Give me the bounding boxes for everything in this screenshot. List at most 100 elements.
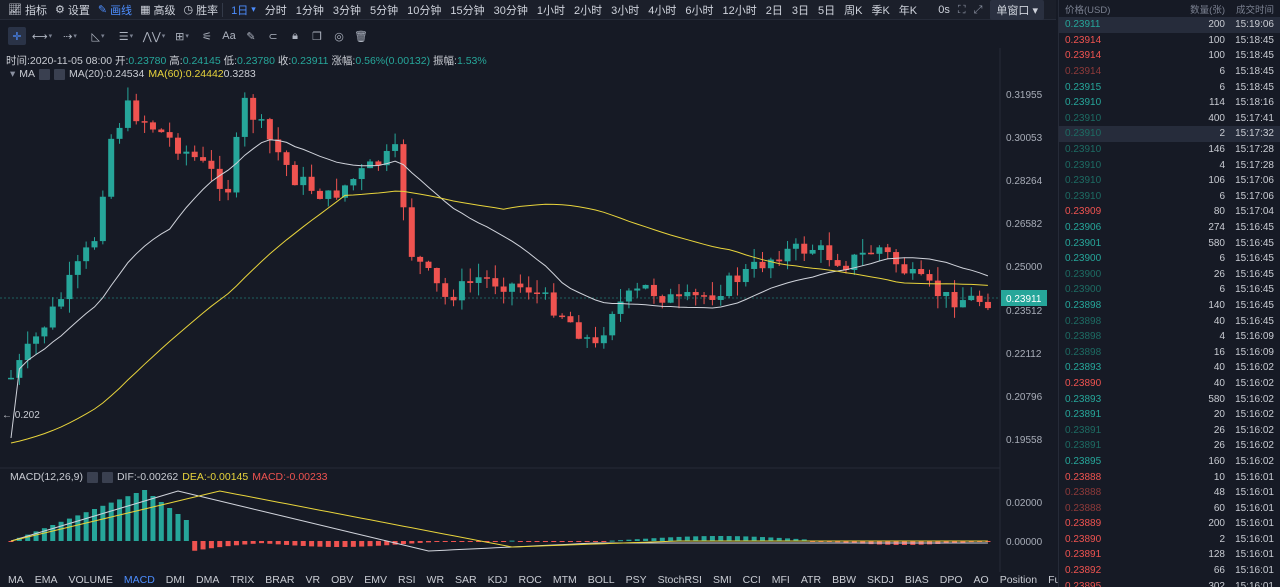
brush-tool-icon[interactable]: ✎ <box>246 30 256 43</box>
grid-tool-icon[interactable]: ⊞ ▾ <box>175 30 189 43</box>
indicator-tab-23[interactable]: ATR <box>800 573 822 586</box>
indicator-tab-28[interactable]: AO <box>973 573 989 586</box>
trade-qty: 4 <box>1219 331 1225 343</box>
menu-item-4[interactable]: ◷ 胜率 <box>183 2 218 18</box>
indicator-tab-4[interactable]: DMI <box>165 573 186 586</box>
indicator-tab-9[interactable]: OBV <box>331 573 354 586</box>
interval-0[interactable]: 1日 <box>231 4 249 17</box>
trade-time: 15:16:02 <box>1235 393 1274 405</box>
interval-4[interactable]: 5分钟 <box>369 4 399 17</box>
trade-qty: 140 <box>1208 299 1225 311</box>
indicator-tab-11[interactable]: RSI <box>398 573 416 586</box>
interval-18[interactable]: 季K <box>871 4 890 17</box>
collapse-icon[interactable]: ▾ <box>10 68 16 80</box>
candle-body <box>99 196 106 242</box>
indicator-tab-19[interactable]: StochRSI <box>657 573 702 586</box>
window-mode-select[interactable]: 单窗口 ▾ <box>990 0 1044 20</box>
interval-9[interactable]: 2小时 <box>573 4 603 17</box>
menu-item-2[interactable]: ✎ 画线 <box>98 2 132 18</box>
indicator-tab-7[interactable]: BRAR <box>265 573 295 586</box>
line-tool-icon[interactable]: ⟷ ▾ <box>31 30 53 43</box>
macd-histogram-bar <box>25 534 31 541</box>
trade-price: 0.23898 <box>1065 299 1102 311</box>
price-chart[interactable]: 0.31955 0.30053 0.28264 0.26582 0.25000 0.235… <box>0 48 1056 572</box>
interval-16[interactable]: 5日 <box>817 4 836 17</box>
ma-extra-value: 0.3283 <box>223 68 256 80</box>
expand-icon[interactable]: ⤢ <box>973 3 983 16</box>
indicator-tab-12[interactable]: WR <box>426 573 445 586</box>
trade-price: 0.23892 <box>1065 565 1102 577</box>
indicator-tab-0[interactable]: MA <box>8 573 24 586</box>
lock-tool-icon[interactable]: 🔒︎ <box>292 29 298 42</box>
indicator-tab-26[interactable]: BIAS <box>904 573 929 586</box>
interval-3[interactable]: 3分钟 <box>332 4 361 17</box>
trade-price: 0.23891 <box>1065 409 1102 421</box>
trade-time: 15:16:45 <box>1235 284 1274 296</box>
indicator-tab-18[interactable]: PSY <box>625 573 647 586</box>
indicator-tab-16[interactable]: MTM <box>552 573 577 586</box>
candle-body <box>225 188 232 193</box>
parallel-tool-icon[interactable]: ☰ ▾ <box>118 30 134 43</box>
interval-8[interactable]: 1小时 <box>536 4 565 17</box>
trade-row: 0.23891 26 15:16:02 <box>1059 438 1280 454</box>
copy-tool-icon[interactable]: ❐ <box>312 30 322 43</box>
angle-tool-icon[interactable]: ◺ ▾ <box>91 30 105 43</box>
wave-tool-icon[interactable]: ⋀⋁ ▾ <box>142 30 166 43</box>
menu-item-3[interactable]: ▦ 高级 <box>140 2 175 18</box>
menu-item-0[interactable]: 📈︎ 指标 <box>8 2 47 18</box>
macd-close-icon[interactable] <box>101 471 113 483</box>
indicator-tab-1[interactable]: EMA <box>34 573 58 586</box>
interval-13[interactable]: 12小时 <box>722 4 757 17</box>
ma-close-icon[interactable] <box>54 68 66 80</box>
trade-time: 15:17:04 <box>1235 206 1274 218</box>
measure-tool-icon[interactable]: ⚟ <box>202 30 212 43</box>
menu-item-1[interactable]: ⚙ 设置 <box>55 2 90 18</box>
interval-5[interactable]: 10分钟 <box>407 4 442 17</box>
indicator-tab-2[interactable]: VOLUME <box>68 573 113 586</box>
indicator-tab-15[interactable]: ROC <box>518 573 542 586</box>
indicator-tab-3[interactable]: MACD <box>123 573 155 586</box>
indicator-tab-5[interactable]: DMA <box>196 573 220 586</box>
indicator-tab-24[interactable]: BBW <box>832 573 856 586</box>
interval-15[interactable]: 3日 <box>791 4 809 17</box>
indicator-tab-25[interactable]: SKDJ <box>866 573 894 586</box>
indicator-tab-14[interactable]: KDJ <box>487 573 508 586</box>
eye-tool-icon[interactable]: ◎ <box>334 30 344 43</box>
interval-12[interactable]: 6小时 <box>685 4 714 17</box>
interval-10[interactable]: 3小时 <box>611 4 640 17</box>
interval-1[interactable]: 分时 <box>264 4 287 17</box>
ma60-text: MA(60):0.24442 <box>148 68 224 80</box>
ma-settings-icon[interactable] <box>39 68 51 80</box>
interval-14[interactable]: 2日 <box>765 4 783 17</box>
magnet-tool-icon[interactable]: ⊂ <box>268 30 278 43</box>
trades-header: 价格(USD) 数量(张) 成交时间 <box>1059 0 1280 17</box>
indicator-tab-17[interactable]: BOLL <box>587 573 615 586</box>
interval-17[interactable]: 周K <box>844 4 863 17</box>
indicator-tab-13[interactable]: SAR <box>455 573 477 586</box>
ray-tool-icon[interactable]: ⇢ ▾ <box>63 30 77 43</box>
interval-2[interactable]: 1分钟 <box>295 4 324 17</box>
indicator-tab-21[interactable]: CCI <box>742 573 761 586</box>
crosshair-tool-icon[interactable]: ✛ <box>8 27 26 45</box>
chevron-down-icon: ▾ <box>251 4 256 14</box>
indicator-tab-27[interactable]: DPO <box>939 573 963 586</box>
macd-settings-icon[interactable] <box>86 471 98 483</box>
trade-row: 0.23898 40 15:16:45 <box>1059 313 1280 329</box>
macd-histogram-bar <box>542 541 548 542</box>
indicator-tab-20[interactable]: SMI <box>712 573 732 586</box>
indicator-tab-22[interactable]: MFI <box>771 573 790 586</box>
trade-row: 0.23911 200 15:19:06 <box>1059 17 1280 33</box>
indicator-tab-8[interactable]: VR <box>305 573 321 586</box>
interval-6[interactable]: 15分钟 <box>450 4 485 17</box>
text-tool-icon[interactable]: Aa <box>222 30 236 42</box>
candle-body <box>717 296 724 300</box>
interval-11[interactable]: 4小时 <box>648 4 677 17</box>
trash-tool-icon[interactable]: 🗑︎ <box>354 30 368 43</box>
interval-7[interactable]: 30分钟 <box>493 4 528 17</box>
indicator-tab-10[interactable]: EMV <box>364 573 388 586</box>
indicator-tab-29[interactable]: Position <box>999 573 1038 586</box>
indicator-tab-6[interactable]: TRIX <box>230 573 255 586</box>
fullscreen-icon[interactable]: ⛶ <box>957 3 966 16</box>
candle-body <box>333 190 340 198</box>
interval-19[interactable]: 年K <box>898 4 918 17</box>
